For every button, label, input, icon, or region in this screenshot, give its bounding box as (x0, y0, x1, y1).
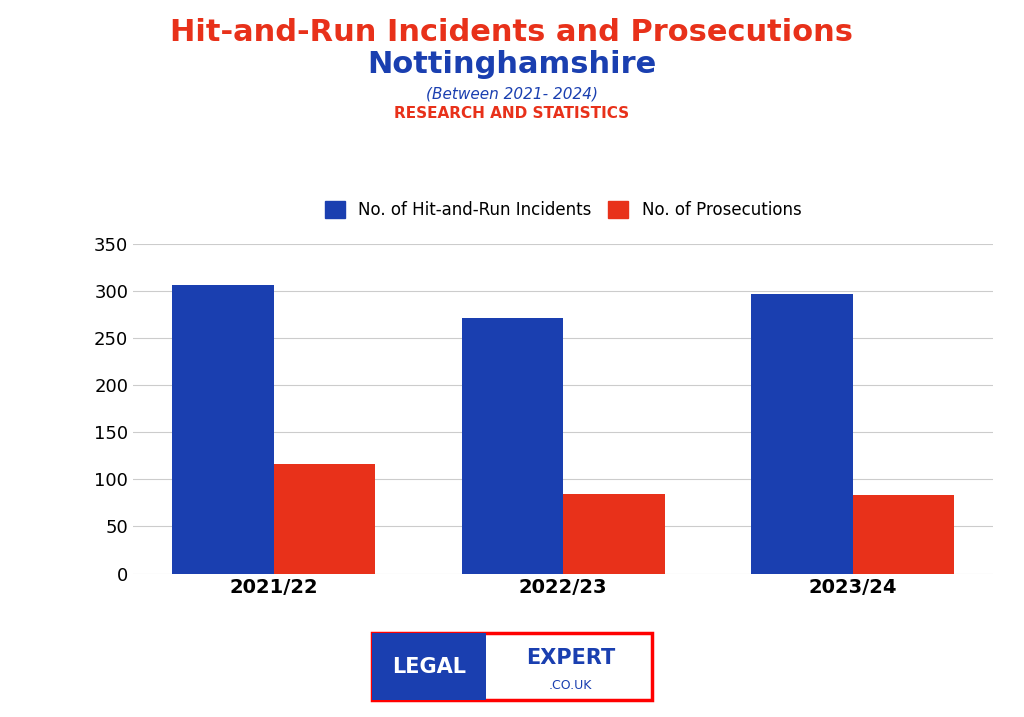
Text: LEGAL: LEGAL (392, 657, 466, 677)
Bar (563, 493, 665, 574)
Text: .CO.UK: .CO.UK (549, 680, 593, 693)
Text: Hit-and-Run Incidents and Prosecutions: Hit-and-Run Incidents and Prosecutions (171, 18, 853, 47)
Bar (462, 318, 563, 574)
Text: Nottinghamshire: Nottinghamshire (368, 50, 656, 79)
Text: RESEARCH AND STATISTICS: RESEARCH AND STATISTICS (394, 106, 630, 121)
Legend: No. of Hit-and-Run Incidents, No. of Prosecutions: No. of Hit-and-Run Incidents, No. of Pro… (316, 193, 810, 227)
FancyBboxPatch shape (372, 633, 486, 701)
Text: EXPERT: EXPERT (526, 648, 615, 668)
Bar (172, 285, 273, 574)
Bar (752, 294, 853, 574)
FancyBboxPatch shape (372, 633, 652, 701)
Bar (273, 465, 375, 574)
Bar (853, 495, 954, 574)
Text: (Between 2021- 2024): (Between 2021- 2024) (426, 86, 598, 101)
